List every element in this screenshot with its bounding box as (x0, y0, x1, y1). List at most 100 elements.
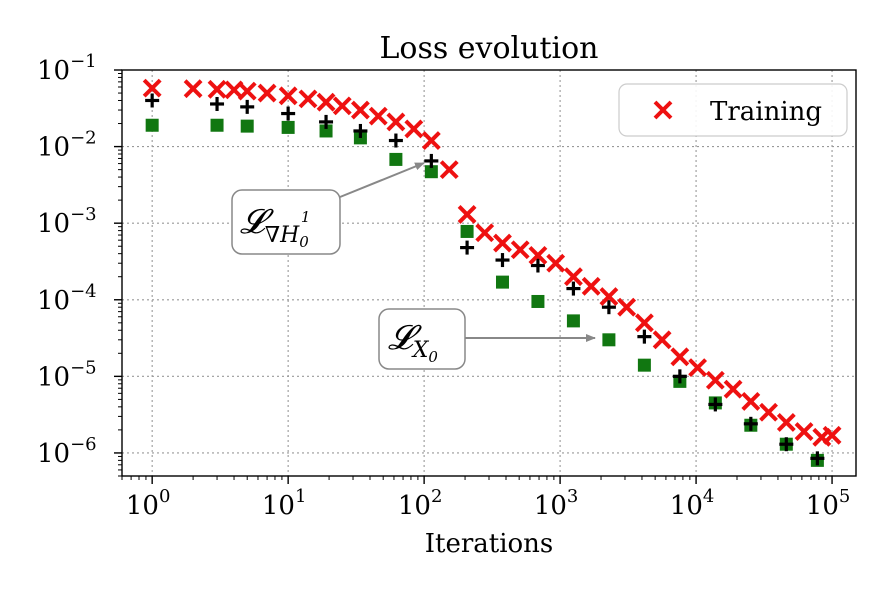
data-point-grad-loss (388, 133, 403, 148)
data-point-grad-loss (240, 99, 255, 114)
x-tick-label: 102 (398, 486, 443, 521)
x-tick-label: 103 (534, 486, 579, 521)
legend: Training (618, 83, 848, 137)
data-point-training (564, 267, 583, 287)
legend-marker-training (653, 100, 673, 120)
x-tick-label: 101 (262, 486, 307, 521)
data-point-training (298, 89, 318, 109)
x-axis-label: Iterations (425, 529, 554, 559)
plot-frame (121, 69, 857, 477)
data-point-x0-loss (424, 165, 438, 179)
data-point-training (634, 313, 654, 333)
annotation-grad-sub: ∇H (265, 223, 300, 248)
data-point-training (257, 83, 277, 103)
legend-x-marker (653, 100, 673, 120)
data-point-training (528, 245, 548, 265)
data-point-training (207, 79, 227, 99)
annotation-x0-loss: 𝓛X0 (378, 308, 596, 370)
data-point-grad-loss (424, 153, 439, 168)
data-point-training (652, 330, 672, 350)
y-tick-label: 10−2 (37, 128, 97, 163)
data-point-training (599, 287, 619, 307)
data-point-x0-loss (637, 358, 651, 372)
legend-label-training: Training (710, 97, 822, 127)
data-point-training (237, 81, 257, 101)
data-point-grad-loss (530, 258, 545, 273)
y-tick-label: 10−1 (37, 51, 97, 86)
data-point-grad-loss (779, 437, 794, 452)
x-axis-ticks: 100 101 102 103 104 105 (121, 476, 851, 521)
data-point-training (776, 413, 796, 432)
annotation-grad-box (231, 189, 341, 255)
data-point-training (822, 425, 842, 445)
data-points (142, 78, 842, 467)
y-axis-ticks: 10−1 10−2 10−3 10−4 10−5 10−6 (37, 51, 122, 477)
data-point-grad-loss (743, 416, 758, 431)
data-point-training (546, 253, 566, 273)
data-point-training (581, 276, 601, 296)
data-point-training (670, 347, 690, 367)
annotation-grad-subsub: 0 (299, 233, 309, 251)
data-point-x0-loss (531, 294, 545, 308)
annotation-grad-loss: 𝓛∇H01 (231, 162, 425, 255)
data-point-training (404, 119, 424, 139)
data-point-training (142, 78, 162, 98)
x-tick-label: 100 (126, 486, 171, 521)
data-point-training (386, 112, 406, 132)
data-point-training (688, 358, 708, 378)
data-point-x0-loss (145, 118, 159, 132)
data-point-training (350, 100, 370, 120)
data-point-x0-loss (602, 333, 616, 347)
data-point-training (368, 106, 388, 126)
data-point-training (332, 96, 352, 116)
annotation-x0-box (378, 308, 466, 370)
data-point-grad-loss (601, 300, 616, 315)
data-point-grad-loss (145, 93, 160, 108)
annotation-grad-label: 𝓛∇H01 (240, 202, 310, 251)
y-tick-label: 10−6 (37, 434, 97, 469)
x-tick-label: 105 (806, 486, 851, 521)
data-point-training (723, 379, 743, 399)
x-tick-label: 104 (670, 486, 715, 521)
data-point-x0-loss (210, 118, 224, 132)
data-point-training (316, 92, 336, 112)
data-point-training (741, 392, 761, 411)
annotation-grad-sup: 1 (301, 208, 311, 226)
data-point-grad-loss (495, 253, 510, 268)
data-point-x0-loss (460, 224, 474, 238)
y-tick-label: 10−3 (37, 204, 97, 239)
data-point-grad-loss (281, 106, 296, 121)
data-point-x0-loss (495, 275, 509, 289)
legend-box (618, 83, 848, 137)
data-point-grad-loss (708, 397, 723, 412)
data-point-training (278, 86, 298, 106)
y-tick-label: 10−4 (37, 281, 97, 316)
annotation-grad-arrow (339, 162, 425, 198)
data-point-x0-loss (389, 152, 403, 166)
data-point-grad-loss (810, 451, 825, 466)
data-point-training (705, 370, 725, 390)
chart-title: Loss evolution (379, 31, 598, 66)
data-point-training (493, 233, 512, 253)
data-point-training (457, 205, 477, 224)
data-point-grad-loss (210, 96, 225, 111)
data-point-x0-loss (566, 314, 580, 328)
data-point-grad-loss (672, 369, 687, 384)
data-point-grad-loss (319, 114, 334, 129)
data-point-training (794, 422, 814, 442)
data-point-grad-loss (353, 123, 368, 138)
data-point-x0-loss (240, 119, 254, 133)
data-point-training (617, 297, 637, 317)
annotation-x0-sub: X (411, 338, 430, 363)
y-tick-label: 10−5 (37, 357, 97, 392)
data-point-grad-loss (566, 281, 581, 296)
data-point-training (183, 79, 203, 99)
data-point-training (759, 402, 778, 422)
data-point-grad-loss (637, 329, 652, 344)
data-point-grad-loss (460, 240, 475, 255)
data-point-training (439, 160, 459, 180)
data-point-x0-loss (281, 120, 295, 134)
data-point-training (510, 240, 530, 260)
data-point-x0-loss (319, 124, 333, 138)
